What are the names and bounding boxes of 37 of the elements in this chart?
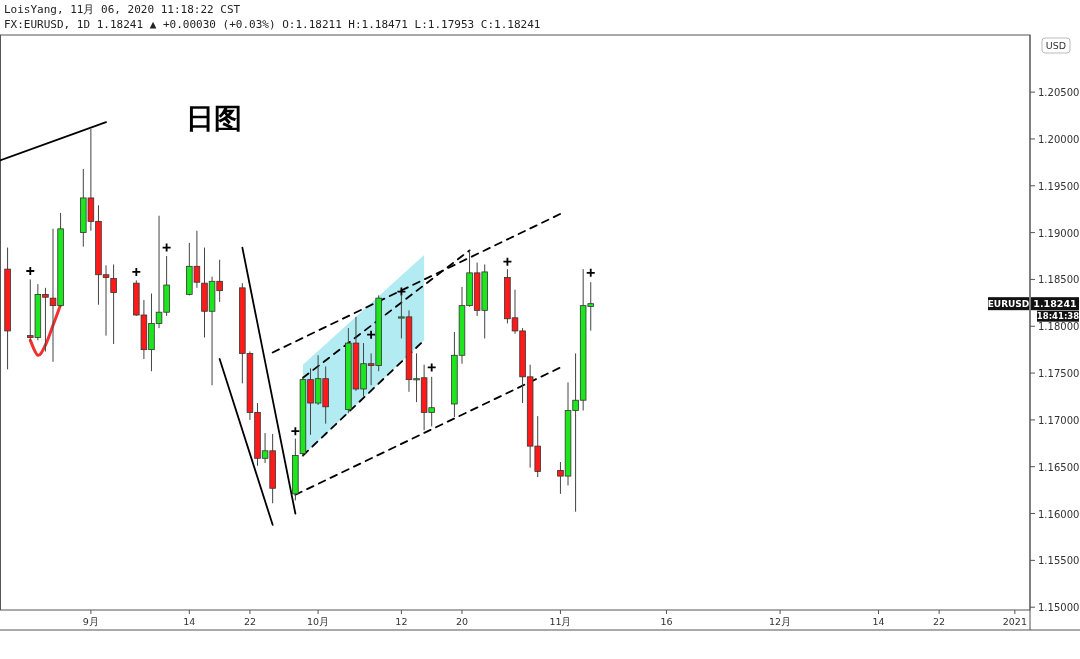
y-tick-label: 1.19500 — [1038, 180, 1080, 192]
y-tick-label: 1.19000 — [1038, 227, 1080, 239]
x-tick-label: 16 — [660, 616, 673, 627]
text: USD — [1045, 40, 1067, 51]
point — [290, 426, 301, 437]
y-tick-label: 1.18500 — [1038, 274, 1080, 286]
x-tick-label: 14 — [872, 616, 885, 627]
x-tick-label: 20 — [455, 616, 469, 627]
chart-subtitle: FX:EURUSD, 1D 1.18241 ▲ +0.00030 (+0.03%) O:1.18211 H:1.18471 L:1.17953 C:1.18241 — [4, 18, 541, 31]
x-tick-label: 22 — [933, 616, 946, 627]
y-tick-label: 1.17500 — [1038, 368, 1080, 380]
y-tick-label: 1.20000 — [1038, 133, 1080, 145]
text: 日图 — [186, 102, 242, 135]
y-tick-label: 1.17000 — [1038, 414, 1080, 426]
annotation: EURUSD — [987, 299, 1030, 310]
y-tick-label: 1.16500 — [1038, 461, 1080, 473]
x-tick-label: 22 — [243, 616, 256, 627]
y-tick-label: 1.15500 — [1038, 555, 1080, 567]
x-tick-label: 14 — [183, 616, 196, 627]
candlestick — [110, 263, 117, 345]
point — [25, 266, 36, 276]
y-tick-label: 1.16000 — [1038, 508, 1080, 520]
x-tick-label: 12月 — [769, 616, 792, 627]
x-tick-label: 2021 — [1002, 616, 1027, 627]
text: LoisYang, 11月 06, 2020 11:18:22 CST — [4, 3, 241, 16]
x-tick-label: 9月 — [82, 616, 99, 627]
y-tick-label: 1.15000 — [1038, 602, 1080, 614]
point — [585, 267, 596, 278]
x-tick-label: 12 — [395, 616, 408, 627]
y-tick-label: 1.18000 — [1038, 321, 1080, 333]
x-tick-label: 10月 — [307, 616, 330, 627]
text: 1.18241 — [1033, 298, 1077, 310]
y-tick-label: 1.20500 — [1038, 87, 1080, 99]
point — [131, 267, 142, 277]
point — [366, 329, 376, 340]
x-tick-label: 11月 — [549, 616, 572, 627]
text: 18:41:38 — [1036, 311, 1080, 322]
